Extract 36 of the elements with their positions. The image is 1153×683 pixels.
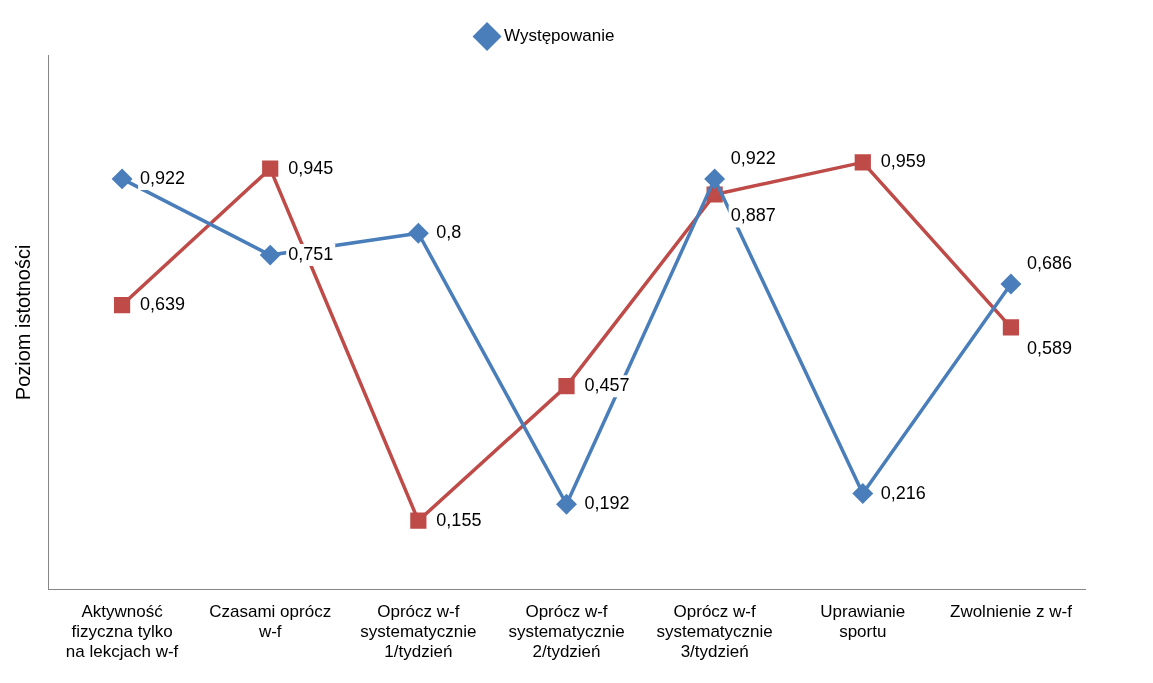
x-tick-label: Oprócz w-f systematycznie 1/tydzień bbox=[360, 601, 477, 662]
data-label: 0,945 bbox=[288, 157, 334, 178]
point bbox=[853, 483, 873, 504]
point bbox=[558, 378, 575, 395]
point bbox=[1001, 274, 1021, 294]
data-label: 0,959 bbox=[880, 151, 926, 172]
x-tick-label: Uprawianie sportu bbox=[820, 601, 906, 642]
point bbox=[854, 154, 871, 171]
x-tick-label: Oprócz w-f systematycznie 2/tydzień bbox=[508, 601, 625, 662]
data-label: 0,8 bbox=[436, 222, 462, 243]
x-tick-label: Oprócz w-f systematycznie 3/tydzień bbox=[656, 601, 773, 662]
x-tick-label: Czasami oprócz w-f bbox=[209, 601, 332, 642]
data-label: 0,922 bbox=[140, 167, 186, 188]
data-label: 0,589 bbox=[1026, 338, 1072, 359]
data-label: 0,155 bbox=[436, 509, 482, 530]
point bbox=[113, 296, 131, 314]
data-label: 0,639 bbox=[140, 293, 186, 314]
x-tick-label: Aktywność fizyczna tylko na lekcjach w-f bbox=[65, 601, 179, 662]
point bbox=[260, 245, 280, 265]
point bbox=[112, 169, 132, 189]
point bbox=[704, 169, 725, 189]
point bbox=[408, 223, 429, 244]
data-label: 0,751 bbox=[288, 244, 334, 265]
legend-label: Występowanie bbox=[504, 26, 615, 46]
y-axis-title: Poziom istotności bbox=[11, 244, 34, 401]
point bbox=[556, 494, 577, 514]
data-label: 0,216 bbox=[880, 482, 926, 503]
point bbox=[262, 160, 279, 177]
data-label: 0,457 bbox=[584, 375, 630, 396]
data-label: 0,686 bbox=[1026, 253, 1072, 274]
point bbox=[1002, 319, 1020, 336]
data-label: 0,192 bbox=[584, 493, 630, 514]
point bbox=[410, 512, 427, 529]
data-label: 0,922 bbox=[730, 147, 776, 168]
x-tick-label: Zwolnienie z w-f bbox=[949, 601, 1073, 621]
data-label: 0,887 bbox=[730, 205, 776, 226]
